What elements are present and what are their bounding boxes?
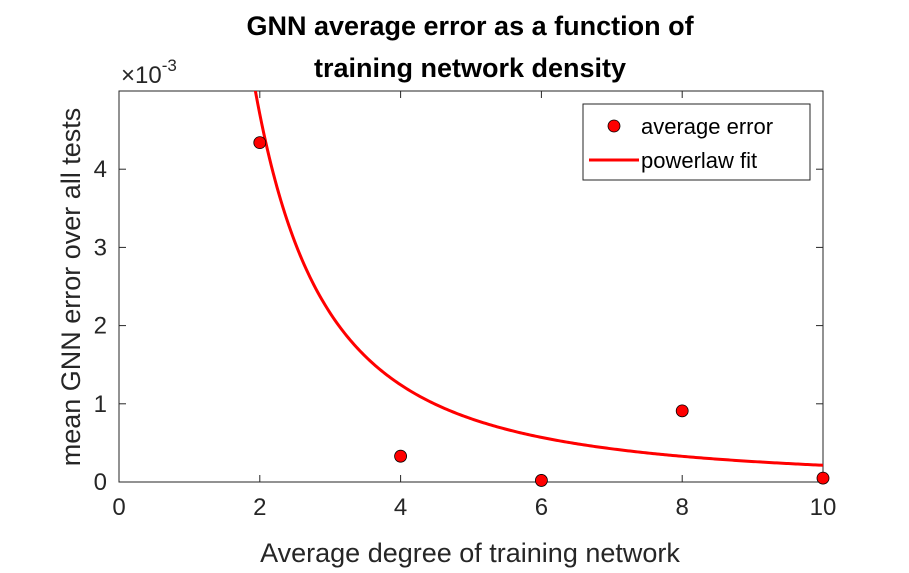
x-tick-label: 4 <box>394 494 407 521</box>
x-tick-label: 6 <box>535 494 548 521</box>
chart-title-line-1: GNN average error as a function of <box>246 11 694 41</box>
powerlaw-fit-line <box>253 91 823 467</box>
x-tick-label: 10 <box>810 494 837 521</box>
legend-label-average-error: average error <box>641 114 773 139</box>
x-axis-label: Average degree of training network <box>260 538 680 568</box>
average-error-point <box>675 404 689 418</box>
average-error-point <box>253 136 267 150</box>
average-error-point <box>394 449 408 463</box>
y-axis-ticks: 0 1 2 3 4 <box>94 156 823 496</box>
svg-text:×10-3: ×10-3 <box>121 56 177 89</box>
x-tick-label: 0 <box>112 494 125 521</box>
y-tick-label: 4 <box>94 156 107 183</box>
chart-title-line-2: training network density <box>314 53 626 83</box>
legend-box <box>582 103 811 181</box>
y-exponent-base: ×10 <box>121 62 162 89</box>
x-tick-label: 2 <box>253 494 266 521</box>
y-exponent-label: ×10-3 <box>121 56 177 89</box>
legend: average error powerlaw fit <box>582 103 811 181</box>
legend-label-powerlaw-fit: powerlaw fit <box>641 148 757 173</box>
y-tick-label: 1 <box>94 391 107 418</box>
chart-title: GNN average error as a function of train… <box>246 11 694 83</box>
y-exponent-power: -3 <box>162 56 177 75</box>
fit-layer <box>253 91 823 467</box>
y-tick-label: 0 <box>94 469 107 496</box>
legend-marker-average-error <box>607 119 621 133</box>
average-error-point <box>816 471 830 485</box>
marker-layer <box>253 136 830 487</box>
y-tick-label: 2 <box>94 313 107 340</box>
average-error-point <box>535 474 548 487</box>
y-tick-label: 3 <box>94 234 107 261</box>
x-tick-label: 8 <box>676 494 689 521</box>
y-axis-label: mean GNN error over all tests <box>56 108 86 467</box>
